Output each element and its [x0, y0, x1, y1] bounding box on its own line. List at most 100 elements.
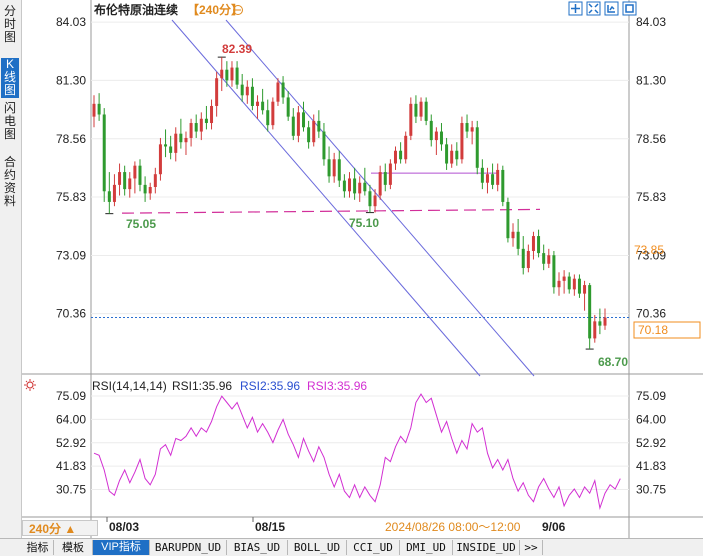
candle-body — [261, 101, 265, 111]
candle-body — [291, 116, 295, 136]
candle-body — [164, 144, 168, 147]
candle-body — [399, 150, 403, 160]
candle-body — [470, 127, 474, 132]
candle-body — [537, 236, 541, 254]
candle-body — [317, 120, 321, 132]
indicator-tab-8[interactable]: INSIDE_UD — [453, 540, 520, 555]
candle-body — [557, 280, 561, 288]
candle-body — [327, 159, 331, 177]
zoom-out-icon[interactable] — [586, 1, 601, 16]
candle-body — [210, 105, 214, 124]
indicator-tab-5[interactable]: BOLL_UD — [288, 540, 347, 555]
indicator-tab-6[interactable]: CCI_UD — [347, 540, 400, 555]
rsi1-value: RSI1:35.96 — [172, 379, 232, 393]
price-tick-left: 84.03 — [56, 15, 86, 29]
candle-body — [383, 172, 387, 185]
price-tick-right: 84.03 — [636, 15, 666, 29]
candle-body — [256, 101, 260, 106]
indicator-tab-4[interactable]: BIAS_UD — [227, 540, 288, 555]
period-tag[interactable]: 【240分】 — [187, 2, 243, 17]
candle-body — [485, 174, 489, 183]
candle-body — [434, 131, 438, 141]
rsi-label: RSI(14,14,14) — [92, 379, 167, 393]
candle-body — [393, 150, 397, 164]
candle-body — [332, 159, 336, 177]
candle-body — [220, 69, 224, 79]
price-tick-right: 78.56 — [636, 132, 666, 146]
candle-body — [133, 165, 137, 179]
candle-body — [593, 321, 597, 339]
candle-body — [516, 231, 520, 249]
candle-body — [583, 285, 587, 294]
candle-body — [281, 82, 285, 98]
rsi2-value: RSI2:35.96 — [240, 379, 300, 393]
rsi-tick-right: 52.92 — [636, 436, 666, 450]
indicator-tab-bar: 指标 模板 VIP指标 BARUPDN_UD BIAS_UD BOLL_UD CCI_UD D… — [0, 538, 703, 556]
candle-body — [491, 174, 495, 185]
rsi-tick-left: 52.92 — [56, 436, 86, 450]
candle-body — [363, 182, 367, 192]
rsi-tick-left: 30.75 — [56, 483, 86, 497]
candle-body — [511, 231, 515, 239]
price-tick-right: 81.30 — [636, 73, 666, 87]
candle-body — [414, 103, 418, 117]
candle-body — [475, 127, 479, 168]
candle-body — [501, 169, 505, 202]
support-dashed-line — [121, 208, 541, 214]
candle-body — [531, 236, 535, 251]
candle-body — [184, 137, 188, 143]
candle-body — [552, 255, 556, 288]
candle-body — [424, 101, 428, 121]
indicator-tab-3[interactable]: BARUPDN_UD — [150, 540, 227, 555]
candle-body — [215, 78, 219, 106]
candle-body — [353, 178, 357, 194]
window-icon[interactable] — [622, 1, 637, 16]
candle-body — [337, 159, 341, 181]
candle-body — [245, 86, 249, 96]
rsi-tick-right: 41.83 — [636, 459, 666, 473]
period-selector[interactable]: 240分 ▲ — [22, 520, 98, 536]
kline-chart[interactable]: 布伦特原油连续 【240分】 84.03 81.30 78.56 75.83 73.09… — [22, 0, 703, 538]
candle-body — [567, 276, 571, 290]
candle-body — [271, 101, 275, 126]
sidebar-tab-2[interactable]: 闪电图 — [3, 101, 16, 141]
candle-body — [419, 101, 423, 117]
candle-body — [266, 110, 270, 126]
candle-body — [148, 187, 152, 194]
settings-sun-icon[interactable] — [24, 379, 36, 391]
candle-body — [368, 191, 372, 207]
sidebar-tab-3[interactable]: 合约资料 — [3, 155, 16, 208]
candle-body — [199, 118, 203, 132]
zoom-in-icon[interactable] — [568, 1, 583, 16]
orange-price-badge: 73.85 — [634, 243, 664, 257]
candle-body — [450, 150, 454, 164]
candle-body — [547, 255, 551, 264]
candle-body — [250, 86, 254, 106]
candle-body — [373, 195, 377, 207]
indicator-tab-2[interactable]: VIP指标 — [93, 540, 150, 555]
date-label-1: 08/03 — [109, 520, 139, 534]
candle-body — [480, 167, 484, 183]
candle-body — [235, 67, 239, 85]
candle-body — [496, 169, 500, 185]
indicator-tab-7[interactable]: DMI_UD — [400, 540, 453, 555]
low1-annotation: 75.05 — [126, 217, 156, 231]
candle-body — [439, 131, 443, 145]
sidebar-tab-0[interactable]: 分时图 — [3, 4, 16, 44]
candle-body — [358, 182, 362, 194]
rsi-tick-left: 41.83 — [56, 459, 86, 473]
indicator-tab-9[interactable]: >> — [520, 540, 543, 555]
indicator-tab-0[interactable]: 指标 — [22, 540, 54, 555]
collapse-icon[interactable] — [233, 5, 243, 15]
price-tick-right: 73.09 — [636, 248, 666, 262]
end-date: 9/06 — [542, 520, 566, 534]
image-icon[interactable] — [604, 1, 619, 16]
candle-body — [296, 112, 300, 136]
low2-annotation: 75.10 — [349, 216, 379, 230]
candle-body — [342, 180, 346, 192]
candle-body — [169, 146, 173, 153]
candle-body — [194, 123, 198, 132]
indicator-tab-1[interactable]: 模板 — [54, 540, 93, 555]
